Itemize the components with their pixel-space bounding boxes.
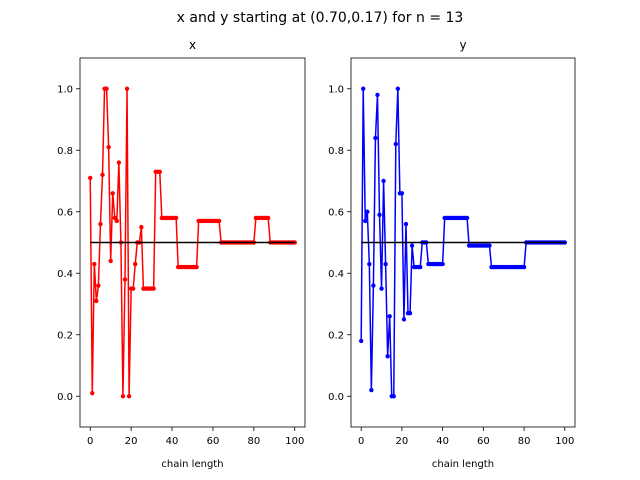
panel-x-point [106,144,111,150]
y-tick-label: 0.4 [328,269,344,280]
panel-x-point [130,286,136,291]
panel-x-point [157,169,162,174]
panel-y-point [440,261,445,267]
x-tick-label: 20 [125,436,138,447]
panel-x-point [114,218,120,224]
y-tick-label: 0.8 [328,146,344,157]
y-tick-label: 0.0 [328,392,344,403]
panel-x-point [194,264,199,270]
y-tick-label: 0.8 [57,146,73,157]
panel-y-point [409,243,415,248]
panel-y-point [363,218,368,224]
panel-y-point [401,317,407,322]
panel-x-frame [79,57,306,428]
panel-x-point [92,261,97,267]
panel-x-point [139,224,144,230]
panel-x-point [120,394,126,399]
panel-x-point [88,175,93,181]
panel-x-point [133,261,138,267]
x-tick-label: 60 [207,436,220,447]
panel-y-point [371,283,376,288]
panel-x-point [108,258,113,264]
panel-y-point [403,221,409,227]
panel-x-point [126,394,132,399]
x-tick-label: 0 [358,436,364,447]
panel-y-point [369,387,374,393]
y-tick-label: 0.0 [57,392,73,403]
panel-x-point [173,215,179,221]
panel-y-point [358,338,364,344]
y-tick-label: 0.6 [57,207,73,218]
panel-x-point [216,218,222,224]
y-tick-label: 1.0 [57,84,73,95]
panel-y-point [407,311,413,316]
x-tick-label: 0 [87,436,93,447]
panel-y-point [385,354,390,359]
panel-y-point [381,178,386,184]
panel-y-point [521,264,527,270]
panel-x-point [110,191,115,196]
panel-y-point [375,92,380,98]
figure-suptitle: x and y starting at (0.70,0.17) for n = … [177,10,464,26]
panel-x-xlabel: chain length [161,459,223,470]
panel-x-title: x [189,38,196,52]
x-tick-label: 40 [166,436,179,447]
x-tick-label: 20 [396,436,409,447]
panel-y-point [377,212,382,218]
y-tick-label: 0.4 [57,269,73,280]
x-tick-label: 60 [477,436,490,447]
panel-x-point [122,277,128,282]
panel-y-point [387,314,392,319]
panel-y-point [373,135,378,141]
panel-y-title: y [459,38,466,52]
panel-y-point [365,209,370,214]
x-tick-label: 100 [285,436,304,447]
panel-x-point [94,298,99,304]
x-tick-label: 40 [436,436,449,447]
panel-y-point [395,86,401,91]
panel-x-point [100,172,105,178]
y-tick-label: 0.2 [328,330,344,341]
panel-y-frame [350,57,576,428]
panel-y-point [393,141,398,147]
panel-y: 0 20 40 60 80 100 0.0 0.2 0.4 0.6 0.8 1.0 y chain len… [328,38,576,470]
panel-y-point [391,394,396,399]
panel-x-point [124,86,130,91]
panel-y-point [383,261,388,267]
x-tick-label: 80 [518,436,531,447]
panel-x: 0 20 40 60 80 100 0.0 0.2 0.4 0.6 0.8 1.0 x chain len… [57,38,306,470]
panel-x-point [151,286,156,291]
panel-x-point [104,86,109,91]
x-tick-label: 80 [247,436,260,447]
panel-y-point [464,215,470,221]
panel-y-point [361,86,366,91]
panel-x-point [265,215,271,221]
panel-y-point [379,286,384,291]
panel-y-xlabel: chain length [432,459,494,470]
y-tick-label: 0.6 [328,207,344,218]
panel-y-point [399,191,405,196]
panel-x-point [96,283,101,288]
x-tick-label: 100 [555,436,574,447]
panel-y-point [487,243,492,248]
y-tick-label: 0.2 [57,330,73,341]
panel-y-point [418,264,423,270]
panel-y-point [367,261,372,267]
y-tick-label: 1.0 [328,84,344,95]
panel-x-point [90,390,95,396]
panel-x-point [98,221,103,227]
panel-x-point [116,160,122,165]
